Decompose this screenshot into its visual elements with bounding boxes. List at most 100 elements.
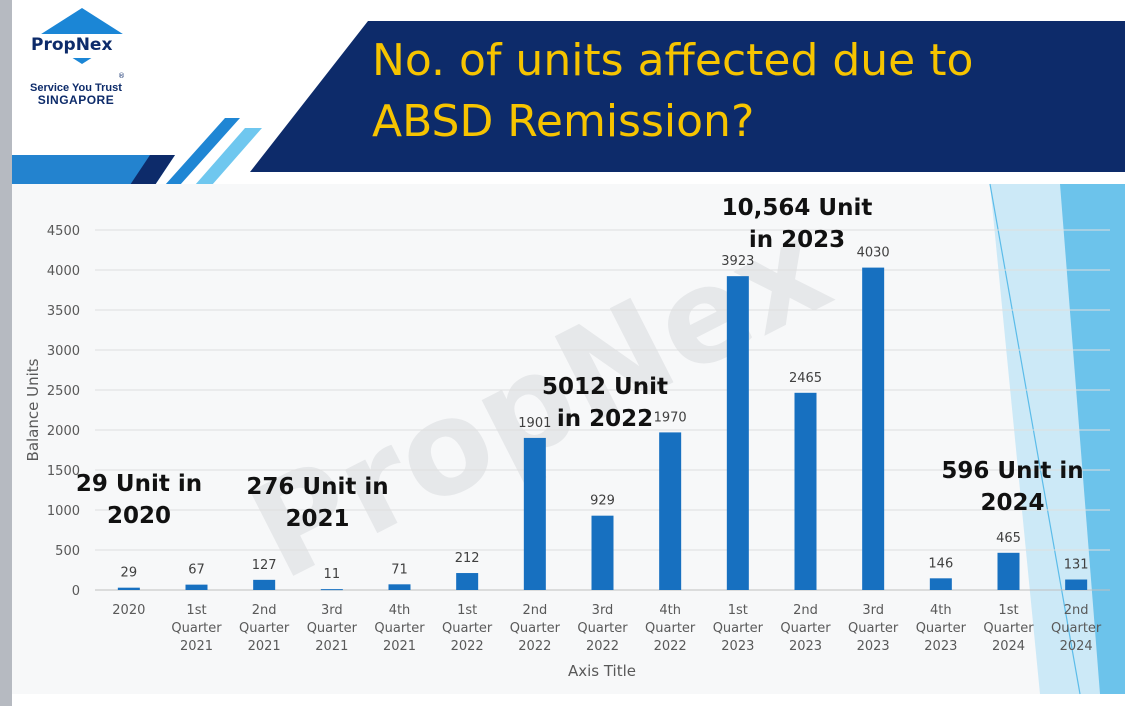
chart-background [12, 184, 1125, 694]
x-tick-label-line: 2022 [451, 639, 484, 654]
callout-2022: 5012 Unit in 2022 [530, 371, 680, 435]
x-tick-label-line: Quarter [510, 621, 561, 636]
y-axis-title: Balance Units [24, 358, 42, 461]
x-tick-label-line: 1st [186, 603, 206, 618]
x-tick-label: 4th Quarter 2022 [645, 603, 696, 654]
data-label: 1901 [518, 416, 551, 431]
data-label: 11 [324, 567, 341, 582]
x-tick-labels: 2020 1st Quarter 2021 2nd Quarter 2021 3rd Quart… [112, 603, 1102, 654]
left-edge-strip [0, 0, 12, 706]
data-label: 1970 [654, 410, 687, 425]
x-tick-label: 3rd Quarter 2023 [848, 603, 899, 654]
background-decor: PropNex [12, 183, 1125, 695]
x-tick-label: 2nd Quarter 2023 [780, 603, 831, 654]
x-tick-label-line: Quarter [645, 621, 696, 636]
bar [591, 515, 614, 590]
x-tick-label-line: 4th [389, 603, 411, 618]
bars [117, 267, 1088, 591]
x-tick-label-line: 1st [998, 603, 1018, 618]
callout-2020-line2: 2020 [106, 503, 171, 529]
x-tick-label-line: 2023 [721, 639, 754, 654]
x-tick-label: 4th Quarter 2021 [374, 603, 425, 654]
logo-registered-mark: ® [118, 72, 125, 80]
title-line-2: ABSD Remission? [372, 96, 755, 147]
callout-2020-line1: 29 Unit in [75, 471, 203, 497]
x-tick-label-line: Quarter [577, 621, 628, 636]
x-tick-label-line: 2021 [315, 639, 348, 654]
accent-stripe-blue [12, 155, 175, 185]
page-title: No. of units affected due to ABSD Remiss… [372, 30, 1112, 152]
y-tick-label: 1500 [47, 464, 80, 479]
bar [997, 552, 1020, 590]
x-tick-label-line: 1st [728, 603, 748, 618]
data-label: 212 [455, 551, 480, 566]
x-tick-label: 1st Quarter 2023 [713, 603, 764, 654]
x-tick-label: 3rd Quarter 2022 [577, 603, 628, 654]
title-line-1: No. of units affected due to [372, 35, 974, 86]
bar [388, 584, 411, 590]
x-tick-label-line: 2023 [789, 639, 822, 654]
x-tick-label-line: Quarter [239, 621, 290, 636]
bar [862, 267, 885, 590]
callout-2021-line1: 276 Unit in [246, 474, 389, 500]
y-tick-label: 2500 [47, 384, 80, 399]
data-label: 146 [928, 556, 953, 571]
callout-2023-line1: 10,564 Unit [721, 195, 873, 221]
title-banner [12, 21, 1125, 185]
bar [117, 587, 140, 590]
propnex-logo [28, 8, 136, 64]
data-label: 29 [121, 566, 138, 581]
x-tick-label-line: Quarter [374, 621, 425, 636]
x-tick-label: 3rd Quarter 2021 [307, 603, 358, 654]
y-tick-label: 2000 [47, 424, 80, 439]
x-tick-label-line: Quarter [848, 621, 899, 636]
logo-name: PropNex [31, 35, 113, 55]
callout-2022-line2: in 2022 [556, 406, 654, 432]
y-tick-label: 3000 [47, 344, 80, 359]
bar [253, 579, 276, 590]
decor-triangle-blue [1060, 184, 1125, 694]
callout-2021: 276 Unit in 2021 [240, 471, 395, 535]
title-banner-background [250, 21, 1125, 172]
x-tick-label-line: 2021 [180, 639, 213, 654]
bar [1065, 579, 1088, 590]
x-tick-label-line: 3rd [592, 603, 614, 618]
y-tick-label: 4000 [47, 264, 80, 279]
bar [320, 589, 343, 591]
data-label: 131 [1064, 558, 1089, 573]
data-labels: 29 67 127 11 71 212 1901 929 1970 3923 2465 4030 146… [121, 246, 1089, 583]
x-tick-label: 4th Quarter 2023 [916, 603, 967, 654]
y-tick-label: 3500 [47, 304, 80, 319]
bar [456, 573, 479, 590]
x-tick-label-line: 2023 [857, 639, 890, 654]
callout-2024-line1: 596 Unit in [941, 458, 1084, 484]
x-tick-label-line: 2022 [518, 639, 551, 654]
y-tick-labels: 0 500 1000 1500 2000 2500 3000 3500 4000 4500 [47, 224, 80, 599]
callout-2020: 29 Unit in 2020 [74, 468, 204, 532]
bar [929, 578, 952, 590]
callout-2022-line1: 5012 Unit [542, 374, 668, 400]
x-tick-label-line: 2nd [252, 603, 277, 618]
x-tick-label-line: Quarter [780, 621, 831, 636]
x-tick-label-line: Quarter [171, 621, 222, 636]
gridlines [95, 229, 1110, 591]
decor-line [989, 183, 1081, 695]
data-label: 3923 [721, 254, 754, 269]
x-tick-label-line: 4th [930, 603, 952, 618]
data-label: 929 [590, 494, 615, 509]
logo-region: SINGAPORE [37, 93, 115, 107]
accent-stripe-1 [165, 118, 240, 185]
x-tick-label-line: 2021 [383, 639, 416, 654]
x-tick-label: 2020 [112, 603, 145, 618]
x-tick-label-line: Quarter [307, 621, 358, 636]
x-tick-label-line: 2024 [1060, 639, 1093, 654]
accent-stripe-navy [130, 155, 175, 185]
x-tick-label: 1st Quarter 2022 [442, 603, 493, 654]
x-tick-label-line: 2nd [1064, 603, 1089, 618]
x-tick-label-line: Quarter [442, 621, 493, 636]
data-label: 67 [188, 563, 205, 578]
callout-2023: 10,564 Unit in 2023 [712, 192, 882, 256]
x-tick-label-line: Quarter [713, 621, 764, 636]
x-tick-label-line: 3rd [862, 603, 884, 618]
